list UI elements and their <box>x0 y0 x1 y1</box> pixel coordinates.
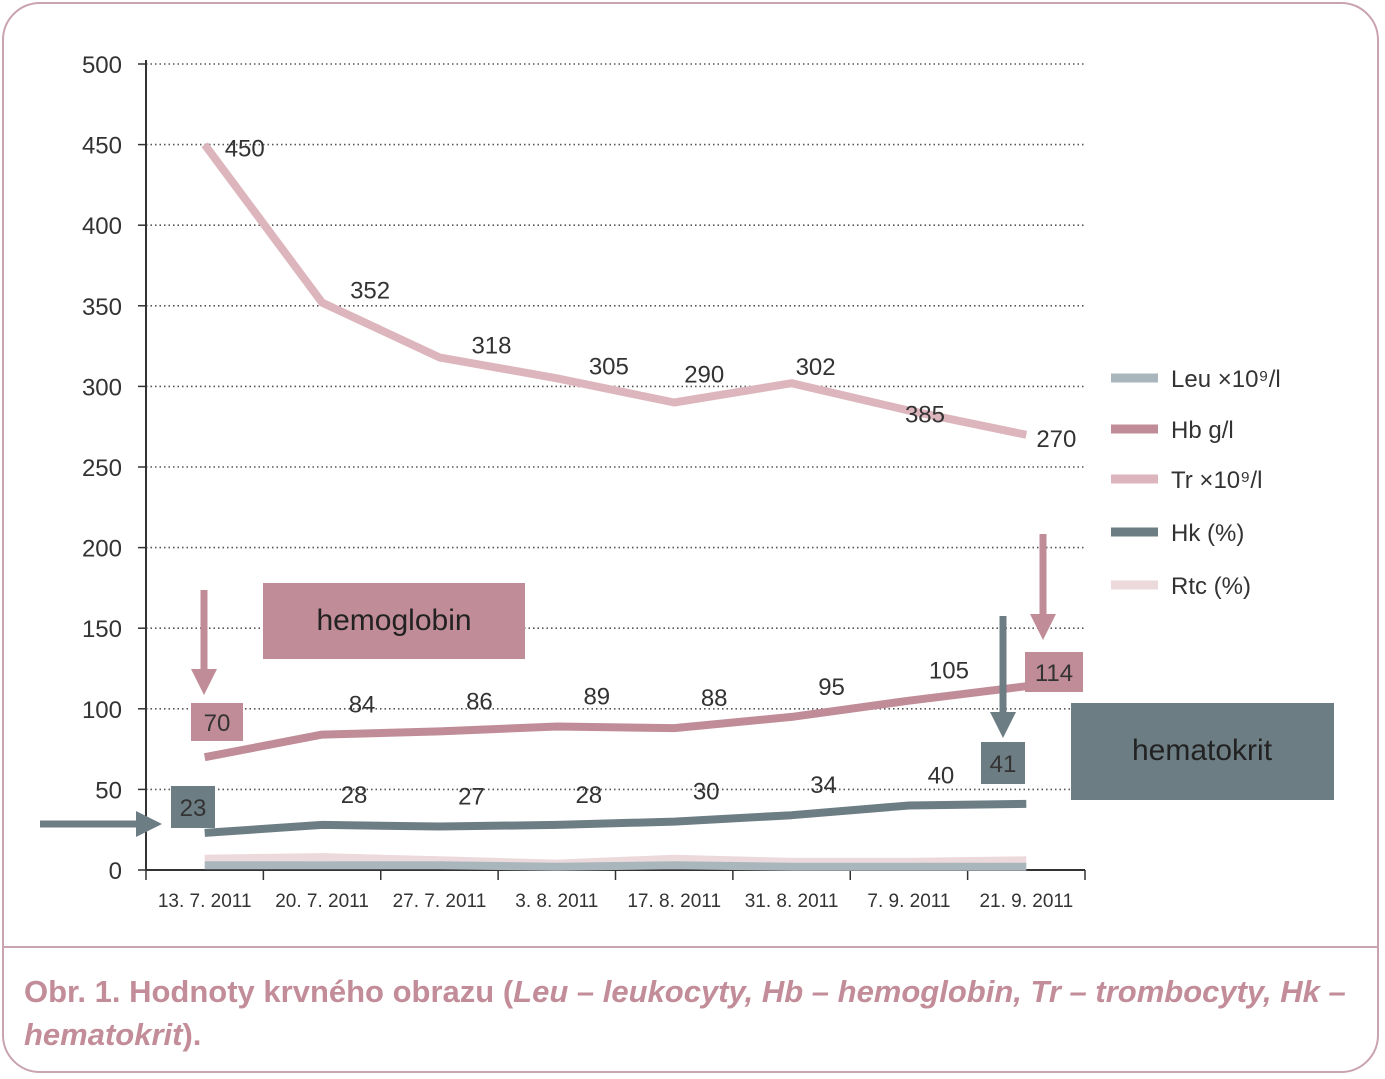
data-label: 23 <box>180 795 207 822</box>
series-lines <box>201 142 1028 871</box>
series-line <box>204 799 1027 837</box>
series-line <box>204 861 1027 871</box>
figure-caption: Obr. 1. Hodnoty krvného obrazu (Leu – le… <box>24 970 1364 1056</box>
data-label: 270 <box>1036 426 1076 453</box>
legend-label: Leu ×10⁹/l <box>1171 366 1281 393</box>
data-label: 352 <box>350 278 390 305</box>
data-label: 30 <box>693 779 720 806</box>
annotation-label-hematokrit: hematokrit <box>1132 734 1273 767</box>
legend-label: Tr ×10⁹/l <box>1171 467 1262 494</box>
x-tick-label: 20. 7. 2011 <box>275 891 369 912</box>
legend-label: Rtc (%) <box>1171 573 1251 600</box>
data-label: 302 <box>796 354 836 381</box>
y-tick-label: 50 <box>95 777 122 804</box>
annotation-box-hemoglobin <box>263 583 525 659</box>
data-label-box <box>981 742 1025 784</box>
x-tick-label: 21. 9. 2011 <box>979 891 1073 912</box>
axes: 0 50 100 150 200 250 300 350 400 450 500 13. 7. 201… <box>82 52 1086 912</box>
data-label: 89 <box>583 684 610 711</box>
caption-suffix: ). <box>182 1017 202 1052</box>
data-label: 450 <box>225 136 265 163</box>
caption-prefix: Obr. 1. Hodnoty krvného obrazu ( <box>24 974 514 1009</box>
data-label: 88 <box>701 685 728 712</box>
series-line <box>203 682 1027 762</box>
data-label: 305 <box>589 353 629 380</box>
series-line <box>204 853 1027 868</box>
x-tick-label: 13. 7. 2011 <box>158 891 252 912</box>
y-tick-label: 100 <box>82 697 122 724</box>
y-tick-label: 350 <box>82 294 122 321</box>
data-label: 34 <box>810 772 837 799</box>
x-tick-label: 17. 8. 2011 <box>627 891 721 912</box>
hematokrit-arrow-left-head <box>136 811 162 837</box>
y-tick-label: 250 <box>82 455 122 482</box>
hematokrit-arrow-down-head <box>990 712 1016 738</box>
caption-divider <box>4 946 1377 948</box>
legend: Leu ×10⁹/l Hb g/l Tr ×10⁹/l Hk (%) Rtc (%) <box>1111 366 1281 600</box>
caption-italic: Leu – leukocyty, Hb – hemoglobin, Tr – t… <box>24 974 1346 1052</box>
y-tick-label: 400 <box>82 213 122 240</box>
x-tick-label: 27. 7. 2011 <box>393 891 487 912</box>
series-line <box>201 142 1028 439</box>
y-tick-label: 450 <box>82 133 122 160</box>
hemoglobin-arrow-left-head <box>191 669 217 695</box>
data-label: 28 <box>341 782 368 809</box>
data-label: 70 <box>204 710 231 737</box>
data-label: 28 <box>575 782 602 809</box>
x-tick-label: 31. 8. 2011 <box>745 891 839 912</box>
data-label: 27 <box>458 783 485 810</box>
data-label: 385 <box>905 402 945 429</box>
data-label-box <box>191 703 243 741</box>
data-label-box <box>171 786 215 828</box>
y-tick-label: 300 <box>82 374 122 401</box>
annotation-label-hemoglobin: hemoglobin <box>316 604 471 637</box>
data-label: 86 <box>466 688 493 715</box>
data-label: 105 <box>929 658 969 685</box>
data-label: 95 <box>818 674 845 701</box>
grid-lines <box>146 63 1085 791</box>
data-label-box <box>1025 652 1083 692</box>
data-label: 114 <box>1035 660 1073 687</box>
data-labels: 450 352 318 305 290 302 385 270 84 86 89 88 95 105 70 1… <box>171 136 1083 828</box>
data-label: 290 <box>684 362 724 389</box>
y-tick-label: 0 <box>109 858 122 885</box>
hemoglobin-arrow-right-head <box>1030 614 1056 640</box>
annotations: hemoglobin hematokrit <box>40 534 1334 837</box>
y-tick-label: 150 <box>82 616 122 643</box>
legend-label: Hb g/l <box>1171 417 1234 444</box>
data-label: 41 <box>990 751 1017 778</box>
x-tick-label: 3. 8. 2011 <box>515 891 598 912</box>
x-tick-label: 7. 9. 2011 <box>867 891 950 912</box>
data-label: 84 <box>349 692 376 719</box>
annotation-box-hematokrit <box>1071 703 1334 800</box>
legend-label: Hk (%) <box>1171 520 1244 547</box>
data-label: 40 <box>928 763 955 790</box>
y-tick-label: 500 <box>82 52 122 79</box>
data-label: 318 <box>471 332 511 359</box>
y-tick-label: 200 <box>82 536 122 563</box>
